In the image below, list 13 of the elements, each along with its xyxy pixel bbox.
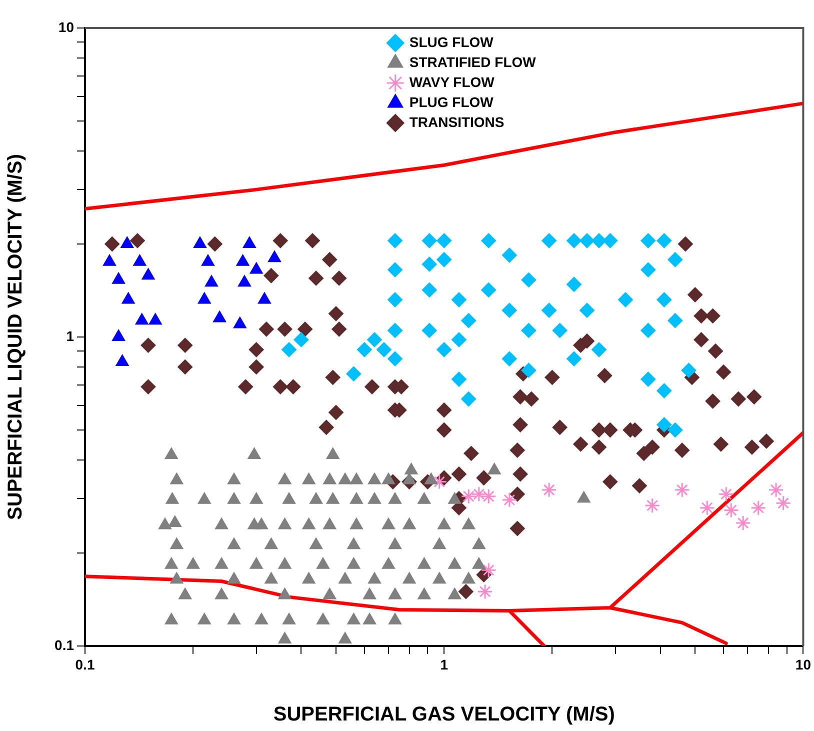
legend-label: PLUG FLOW [409,94,494,110]
x-tick-label: 10 [795,656,812,672]
x-tick-label: 1 [440,656,448,672]
legend-label: SLUG FLOW [409,34,494,50]
x-axis-title: SUPERFICIAL GAS VELOCITY (M/S) [273,704,615,726]
legend-label: STRATIFIED FLOW [409,54,537,70]
x-tick-label: 0.1 [75,656,95,672]
legend-label: WAVY FLOW [409,74,496,90]
y-axis-title: SUPERFICIAL LIQUID VELOCITY (M/S) [4,154,27,520]
legend-label: TRANSITIONS [409,114,504,130]
y-tick-label: 10 [58,18,74,35]
y-tick-label: 1 [66,328,74,344]
y-tick-label: 0.1 [54,636,74,653]
